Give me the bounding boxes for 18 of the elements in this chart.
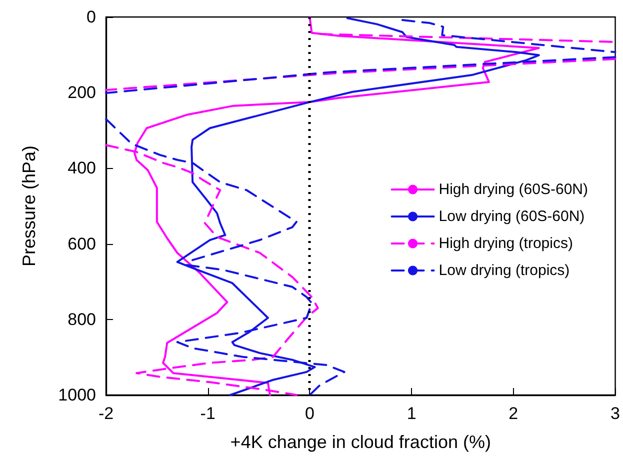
x-tick-label: -1: [200, 404, 216, 423]
legend-label: Low drying (tropics): [438, 262, 570, 279]
y-tick-label: 800: [68, 310, 96, 329]
legend-label: High drying (60S-60N): [438, 181, 588, 198]
y-axis-title: Pressure (hPa): [19, 145, 39, 267]
x-tick-label: 2: [508, 404, 518, 423]
y-tick-label: 0: [86, 8, 96, 26]
x-tick-label: -2: [98, 404, 114, 423]
legend-label: High drying (tropics): [438, 235, 573, 252]
y-tick-label: 600: [68, 234, 96, 254]
x-tick-label: 3: [610, 404, 620, 423]
x-axis-title: +4K change in cloud fraction (%): [230, 432, 491, 452]
y-tick-label: 400: [68, 158, 96, 178]
legend-label: Low drying (60S-60N): [438, 208, 585, 225]
y-tick-label: 1000: [58, 386, 96, 404]
x-tick-label: 1: [406, 404, 416, 423]
x-tick-label: 0: [304, 404, 314, 423]
y-tick-label: 200: [68, 83, 96, 102]
